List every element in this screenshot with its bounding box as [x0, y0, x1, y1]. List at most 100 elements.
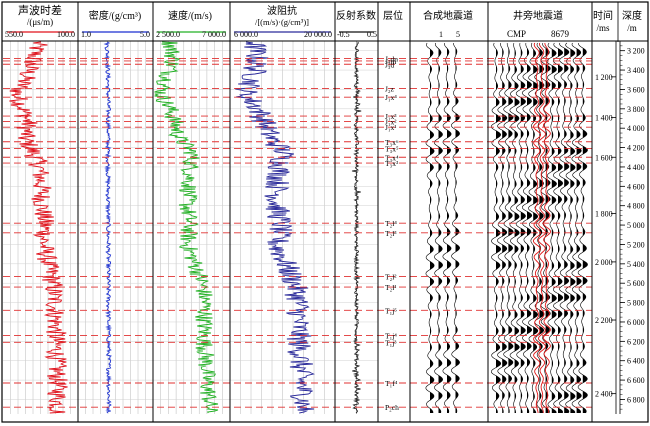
seismic-trace-fill: [514, 43, 520, 413]
seismic-trace-fill: [496, 43, 501, 413]
synthetic-tick-1: 1: [439, 30, 443, 39]
seismic-trace-fill: [564, 43, 569, 413]
density-scale-max: 5.0: [140, 30, 150, 39]
curve-sonic: [9, 41, 68, 414]
horizon-label: J₃dn: [385, 54, 398, 63]
impedance-unit: /[(m/s)·(g/cm³)]: [255, 17, 309, 27]
seismic-traces: [425, 42, 588, 414]
seismic-trace: [534, 42, 545, 414]
horizon-label: J₃d: [385, 60, 395, 69]
depth-tick-label: 6 000: [627, 318, 645, 327]
depth-tick-label: 6 600: [627, 376, 645, 385]
horizon-label: T₁j³: [385, 338, 397, 347]
velocity-scale-max: 7 000.0: [202, 30, 226, 39]
curve-reflection: [351, 41, 362, 414]
depth-tick-label: 6 200: [627, 337, 645, 346]
seismic-trace: [559, 42, 570, 414]
depth-tick-label: 3 600: [627, 85, 645, 94]
time-tick-label: 1 800: [595, 209, 613, 218]
time-unit: /ms: [596, 23, 610, 33]
horizon-label: P₂ch: [385, 403, 399, 412]
time-tick-label: 2 200: [595, 316, 613, 325]
seismic-trace: [515, 42, 526, 413]
seismic-trace: [552, 42, 564, 414]
seismic-trace: [490, 42, 502, 414]
well-location-trace: [542, 43, 551, 414]
depth-unit: /m: [627, 23, 637, 33]
axis-ticks: 1 200 1 400 1 600 1 800 2 000 2 200 2 400 3 200…: [595, 40, 645, 414]
cmp-value: 8679: [551, 29, 570, 39]
time-tick-label: 1 400: [595, 114, 613, 123]
seismic-trace: [546, 42, 557, 413]
depth-tick-label: 3 200: [627, 47, 645, 56]
horizon-label: J₁x¹: [385, 123, 397, 132]
depth-tick-label: 3 400: [627, 66, 645, 75]
sonic-unit: /(μs/m): [27, 17, 53, 27]
depth-tick-label: 4 200: [627, 144, 645, 153]
depth-tick-label: 5 600: [627, 279, 645, 288]
seismic-trace: [565, 42, 576, 414]
seismic-trace: [509, 42, 520, 414]
horizon-labels: J₃dnJ₃mJ₃dJ₂zJ₁x⁴J₁x³J₁x²J₁x¹T₃x⁶T₃x⁵T₃x…: [385, 54, 399, 412]
synthetic-trace: [434, 42, 444, 414]
curve-impedance: [235, 41, 315, 414]
horizon-label: T₁j⁵: [385, 306, 397, 315]
sonic-title: 声波时差: [18, 3, 62, 17]
reflection-scale-max: 0.5: [367, 30, 377, 39]
seismic-trace: [521, 42, 533, 414]
synthetic-trace: [442, 42, 452, 414]
depth-tick-label: 4 000: [627, 124, 645, 133]
impedance-title: 波阻抗: [267, 4, 297, 17]
horizon-label: T₁f⁴: [385, 379, 398, 388]
velocity-scale-min: 2 500.0: [156, 30, 180, 39]
horizon-label: T₃x⁶: [385, 138, 399, 147]
velocity-title: 速度/(m/s): [168, 9, 212, 22]
synthetic-tick-5: 5: [456, 30, 460, 39]
seismic-trace: [540, 42, 551, 414]
synthetic-title: 合成地震道: [423, 9, 473, 22]
depth-title: 深度: [622, 9, 642, 22]
horizon-lines: [3, 57, 592, 408]
horizon-label: J₃m: [385, 57, 397, 66]
synthetic-trace-fill: [438, 43, 443, 413]
seismic-trace-fill: [570, 43, 576, 413]
horizon-label: J₁x³: [385, 112, 397, 121]
horizon-label: J₂z: [385, 84, 395, 93]
seismic-trace: [577, 42, 588, 414]
impedance-scale-min: 6 000.0: [234, 30, 258, 39]
seismic-trace: [497, 42, 508, 414]
seismic-trace-fill: [508, 43, 514, 413]
cmp-label: CMP: [507, 29, 526, 39]
horizon-label: T₁j⁴: [385, 332, 397, 341]
seismic-trace-fill: [576, 43, 582, 413]
time-tick-label: 2 000: [595, 258, 613, 267]
horizon-label: T₂l²: [385, 272, 397, 281]
layer-title: 层位: [383, 9, 403, 22]
well-location-trace: [532, 42, 542, 414]
horizon-label: T₃x³: [385, 159, 399, 168]
impedance-scale-max: 20 000.0: [304, 30, 332, 39]
seismic-trace-fill: [582, 43, 588, 413]
horizon-label: T₂l¹: [385, 283, 397, 292]
sonic-scale-min: 550.0: [5, 30, 23, 39]
depth-tick-label: 3 800: [627, 105, 645, 114]
horizon-label: T₃x⁵: [385, 145, 399, 154]
depth-tick-label: 4 600: [627, 182, 645, 191]
horizon-label: T₂l³: [385, 229, 397, 238]
density-scale-min: 1.0: [81, 30, 91, 39]
density-title: 密度/(g/cm³): [89, 9, 141, 22]
depth-tick-label: 4 800: [627, 202, 645, 211]
reflection-scale-min: -0.5: [337, 30, 350, 39]
depth-tick-label: 4 400: [627, 163, 645, 172]
seismic-title: 井旁地震道: [513, 9, 563, 22]
time-title: 时间: [593, 9, 613, 22]
depth-tick-label: 6 800: [627, 395, 645, 404]
reflection-title: 反射系数: [336, 9, 376, 22]
time-tick-label: 2 400: [595, 390, 613, 399]
synthetic-trace-fill: [455, 43, 460, 413]
depth-tick-label: 5 400: [627, 260, 645, 269]
horizon-label: J₁x⁴: [385, 93, 397, 102]
